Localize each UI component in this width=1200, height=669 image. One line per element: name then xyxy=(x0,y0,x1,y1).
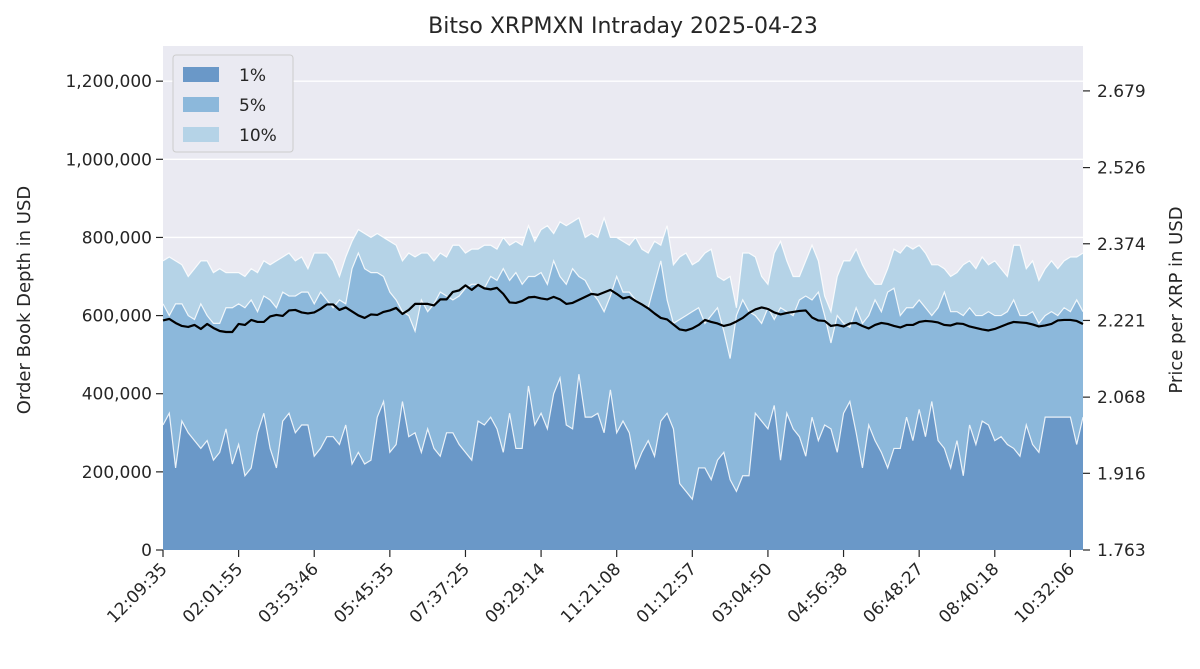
y-left-tick-label: 0 xyxy=(141,541,152,561)
y-left-tick-label: 600,000 xyxy=(82,307,152,327)
legend-swatch-1pct xyxy=(183,67,219,82)
y-axis-left-label: Order Book Depth in USD xyxy=(14,186,35,415)
x-tick-label: 11:21:08 xyxy=(557,559,625,627)
x-tick-label: 08:40:18 xyxy=(935,559,1003,627)
y-axis-right-label: Price per XRP in USD xyxy=(1166,206,1187,393)
price-line xyxy=(162,283,1084,334)
x-tick-label: 06:48:27 xyxy=(860,559,928,627)
legend-label-10pct: 10% xyxy=(239,126,277,146)
x-tick-label: 09:29:14 xyxy=(481,559,549,627)
x-tick-label: 10:32:06 xyxy=(1011,559,1079,627)
x-tick-label: 03:53:46 xyxy=(255,559,323,627)
y-right-tick-label: 1.763 xyxy=(1097,541,1146,561)
area-edge-1pct xyxy=(162,374,1084,501)
y-right-tick-label: 2.068 xyxy=(1097,388,1146,408)
chart-title: Bitso XRPMXN Intraday 2025-04-23 xyxy=(428,14,818,39)
y-left-tick-label: 400,000 xyxy=(82,385,152,405)
y-right-tick-label: 1.916 xyxy=(1097,464,1146,484)
y-right-tick-label: 2.374 xyxy=(1097,235,1146,255)
y-left-tick-label: 1,000,000 xyxy=(65,150,152,170)
y-right-tick-label: 2.526 xyxy=(1097,159,1146,179)
y-right-tick-label: 2.679 xyxy=(1097,82,1146,102)
x-tick-label: 02:01:55 xyxy=(179,559,247,627)
y-left-tick-label: 200,000 xyxy=(82,463,152,483)
area-edge-10pct xyxy=(162,215,1084,314)
legend-label-5pct: 5% xyxy=(239,96,266,116)
x-tick-label: 04:56:38 xyxy=(784,559,852,627)
plot-area: 0 200,000 400,000 600,000 800,000 1,000,000 1,… xyxy=(65,46,1146,628)
legend-swatch-10pct xyxy=(183,127,219,142)
x-tick-label: 01:12:57 xyxy=(633,559,701,627)
y-left-tick-label: 1,200,000 xyxy=(65,72,152,92)
y-right-tick-label: 2.221 xyxy=(1097,311,1146,331)
x-tick-label: 12:09:35 xyxy=(103,559,171,627)
legend-label-1pct: 1% xyxy=(239,66,266,86)
area-edge-5pct xyxy=(162,251,1084,359)
x-tick-label: 03:04:50 xyxy=(708,559,776,627)
x-tick-label: 07:37:25 xyxy=(406,559,474,627)
y-left-tick-label: 800,000 xyxy=(82,228,152,248)
x-tick-label: 05:45:35 xyxy=(330,559,398,627)
legend-swatch-5pct xyxy=(183,97,219,112)
